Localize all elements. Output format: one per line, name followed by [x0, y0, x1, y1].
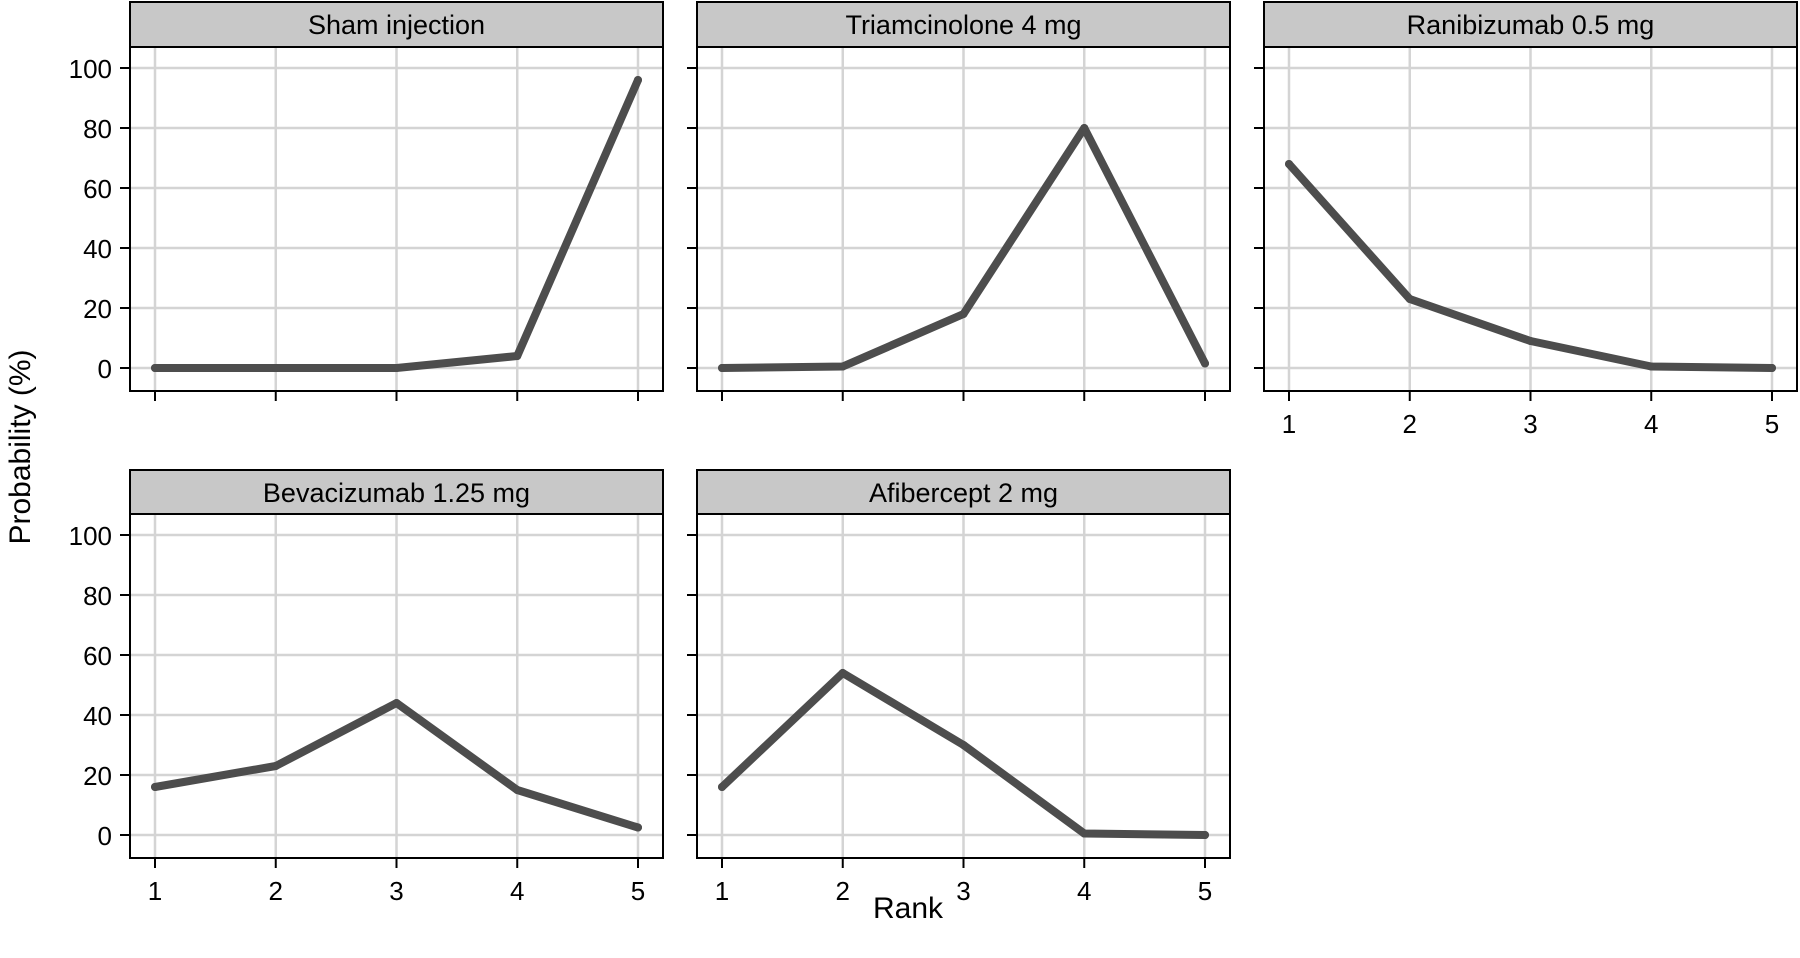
x-tick-label: 3: [389, 876, 403, 906]
panel-title: Afibercept 2 mg: [869, 478, 1058, 508]
panel-title: Triamcinolone 4 mg: [845, 10, 1081, 40]
panel-strip: [696, 1, 1231, 48]
x-axis-label: Rank: [873, 892, 944, 925]
panel-1: Sham injection 0 20 40 60 80 100: [69, 1, 664, 401]
data-point: [1201, 831, 1209, 839]
data-point: [1080, 829, 1089, 838]
y-tick-label: 0: [98, 821, 112, 851]
data-point: [838, 362, 847, 371]
data-point: [634, 823, 642, 832]
panel-strip: [129, 1, 664, 48]
panel-strip: [696, 469, 1231, 516]
data-point: [1526, 337, 1535, 345]
panel-4: Bevacizumab 1.25 mg 0 20 40 60 80 100 1 2 3 4 5: [69, 469, 664, 906]
y-tick-label: 80: [83, 114, 112, 144]
panel-title: Ranibizumab 0.5 mg: [1407, 10, 1655, 40]
y-tick-label: 60: [83, 641, 112, 671]
panel-title: Sham injection: [308, 10, 485, 40]
x-tick-label: 4: [510, 876, 524, 906]
x-tick-label: 5: [1198, 876, 1212, 906]
x-tick-label: 3: [1523, 409, 1537, 439]
x-tick-label: 1: [1282, 409, 1296, 439]
x-tick-label: 5: [1765, 409, 1779, 439]
y-tick-label: 20: [83, 294, 112, 324]
y-tick-label: 100: [69, 54, 112, 84]
data-point: [392, 364, 401, 372]
panel-title: Bevacizumab 1.25 mg: [263, 478, 530, 508]
y-tick-label: 100: [69, 521, 112, 551]
data-point: [1768, 364, 1776, 372]
data-point: [1405, 295, 1414, 303]
data-point: [718, 364, 726, 372]
panel-strip: [129, 469, 664, 516]
y-tick-label: 20: [83, 761, 112, 791]
data-point: [271, 364, 280, 372]
data-point: [718, 783, 726, 791]
panel-5: Afibercept 2 mg 1 2 3 4 5: [687, 469, 1231, 906]
data-point: [838, 669, 847, 677]
data-point: [959, 741, 968, 749]
data-point: [634, 76, 642, 84]
panel-2: Triamcinolone 4 mg: [687, 1, 1231, 401]
y-tick-label: 60: [83, 174, 112, 204]
y-tick-label: 40: [83, 701, 112, 731]
x-tick-label: 2: [836, 876, 850, 906]
x-tick-label: 1: [715, 876, 729, 906]
panel-3: Ranibizumab 0.5 mg 1 2 3 4 5: [1254, 1, 1798, 439]
panel-strip: [1263, 1, 1798, 48]
data-point: [271, 762, 280, 770]
data-point: [1080, 124, 1089, 132]
data-point: [392, 699, 401, 707]
x-tick-label: 4: [1644, 409, 1658, 439]
data-point: [1285, 160, 1293, 168]
y-tick-label: 40: [83, 234, 112, 264]
data-point: [513, 786, 522, 794]
x-tick-label: 5: [631, 876, 645, 906]
x-tick-label: 2: [1403, 409, 1417, 439]
x-tick-label: 3: [956, 876, 970, 906]
x-tick-label: 4: [1077, 876, 1091, 906]
panels: Sham injection020406080100Triamcinolone …: [69, 1, 1798, 906]
y-tick-label: 80: [83, 581, 112, 611]
data-point: [959, 310, 968, 318]
data-point: [1647, 362, 1656, 371]
data-point: [513, 352, 522, 360]
y-axis-label: Probability (%): [4, 349, 37, 544]
data-point: [151, 364, 159, 372]
data-point: [1201, 359, 1209, 368]
x-tick-label: 2: [269, 876, 283, 906]
x-tick-label: 1: [148, 876, 162, 906]
data-point: [151, 783, 159, 791]
y-tick-label: 0: [98, 354, 112, 384]
